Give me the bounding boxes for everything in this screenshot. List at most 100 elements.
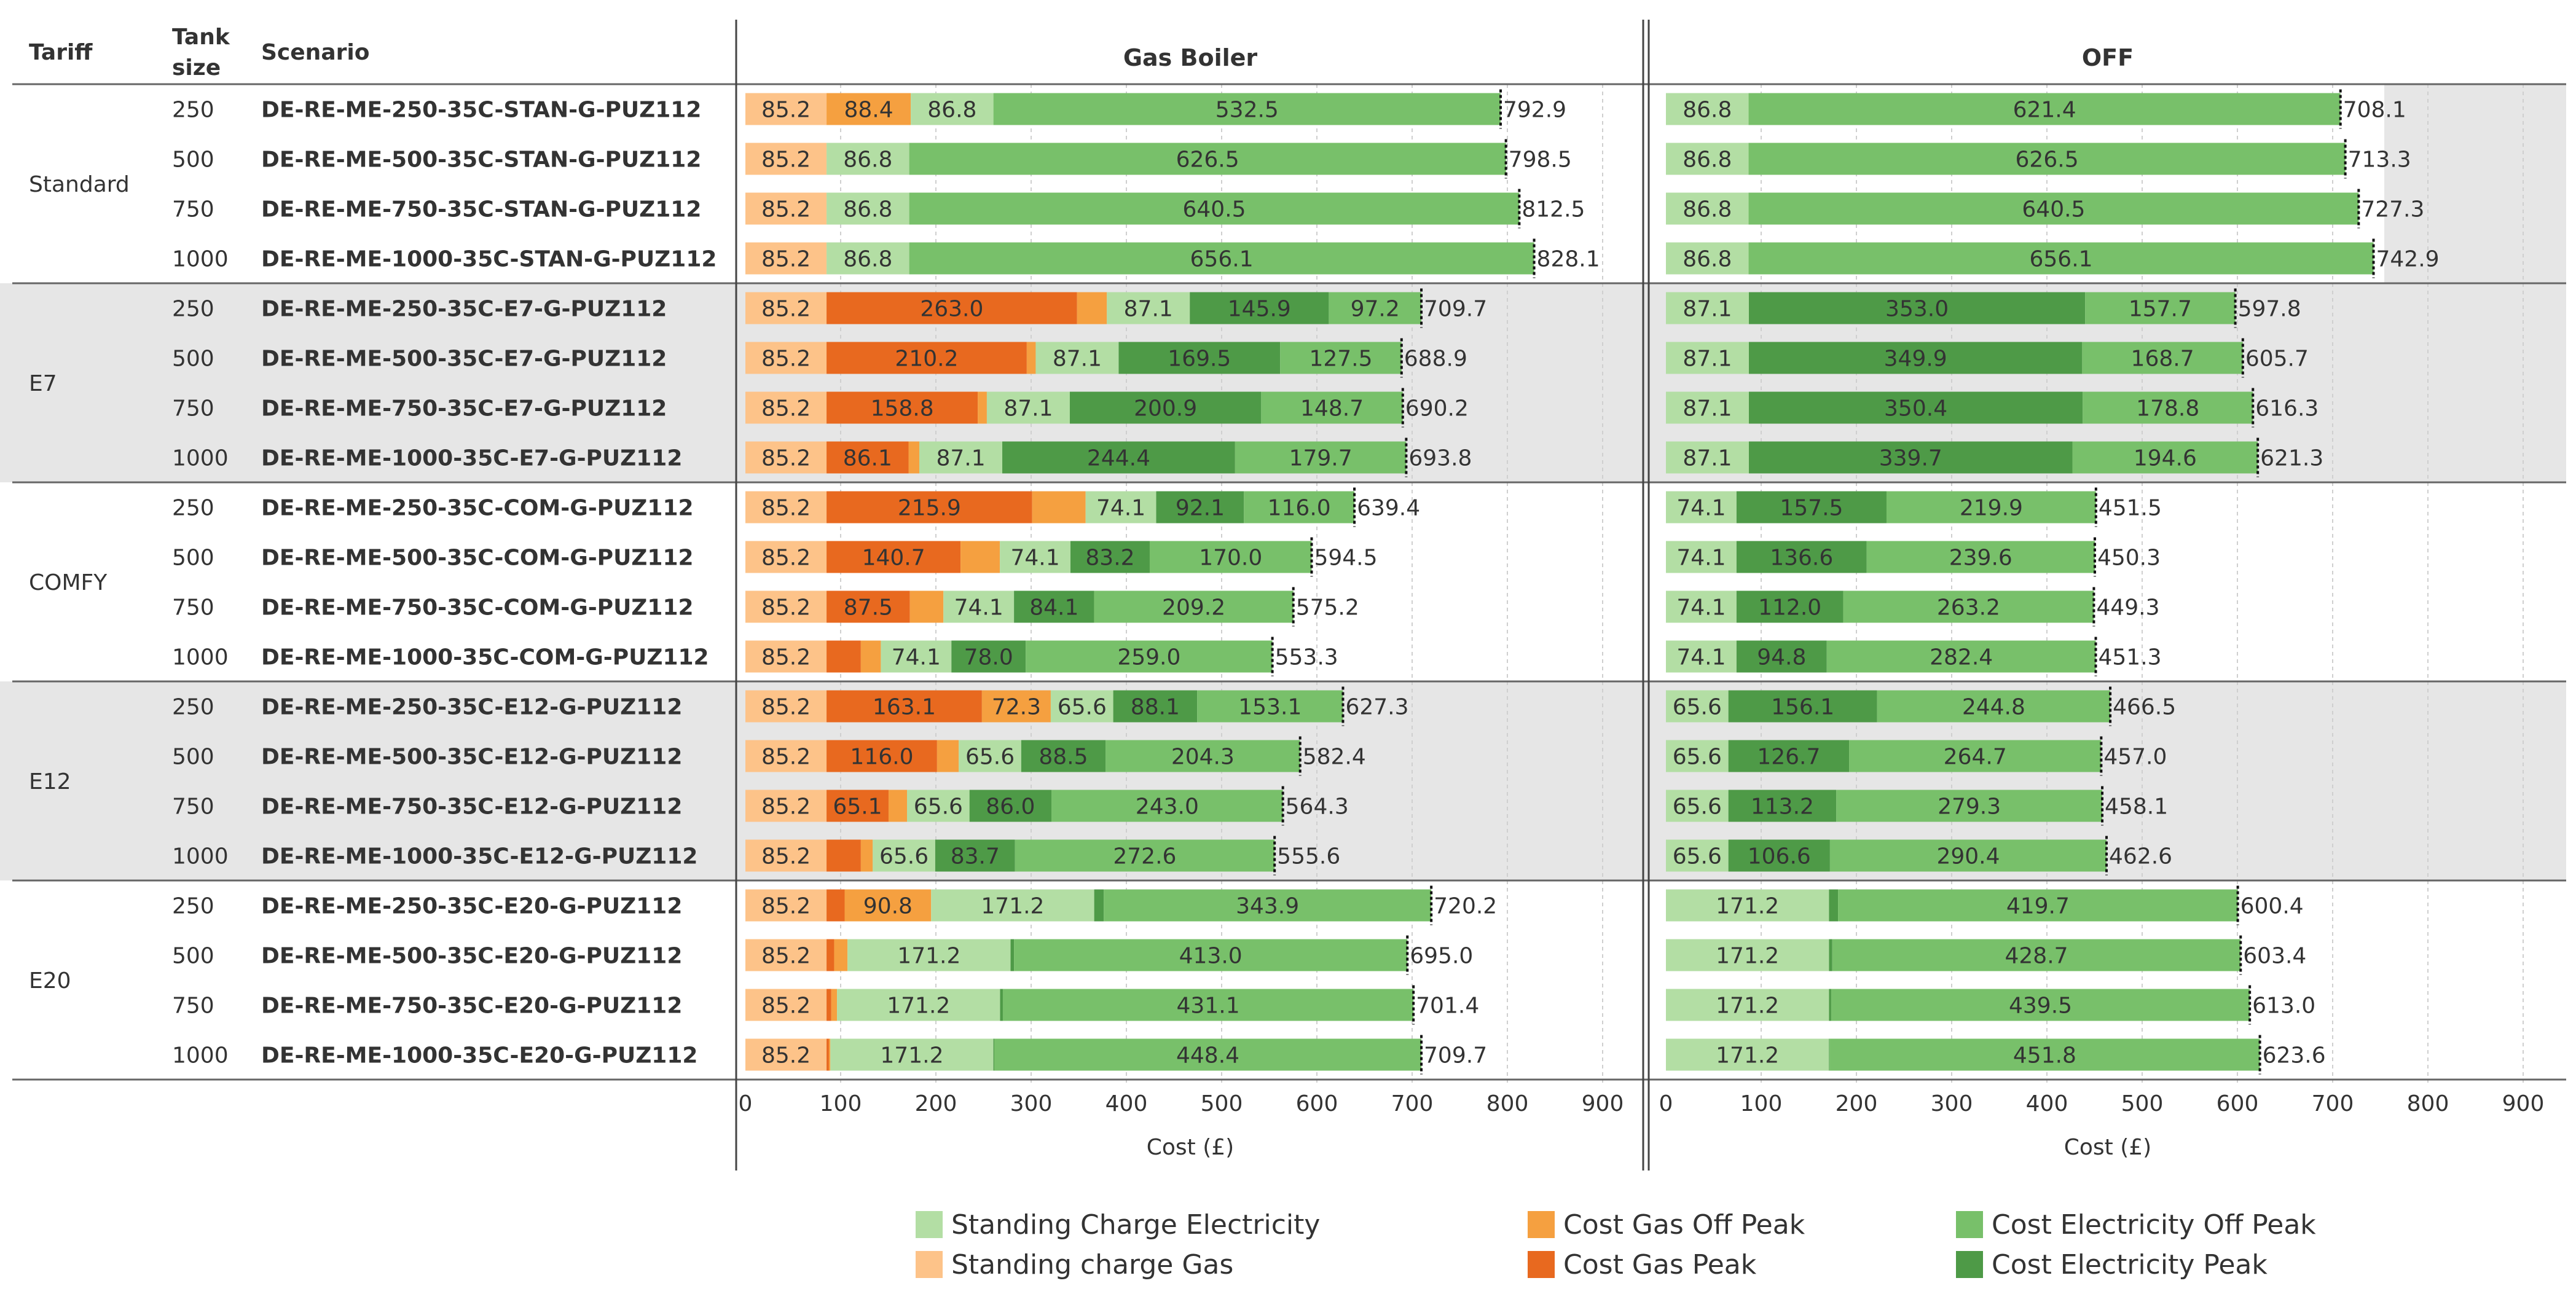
bar-segment-scg	[745, 143, 827, 175]
tick-label: 500	[2121, 1091, 2164, 1116]
bar-segment-ep	[1736, 541, 1867, 573]
bar-segment-sce	[959, 740, 1021, 772]
data-label: 626.5	[1176, 147, 1239, 173]
tank-size-label: 1000	[172, 645, 229, 670]
bar-segment-eop	[2083, 391, 2253, 424]
bar-segment-eop	[1748, 192, 2359, 225]
total-label: 450.3	[2097, 546, 2161, 571]
tick-label: 0	[1659, 1091, 1673, 1116]
scenario-label: DE-RE-ME-1000-35C-E12-G-PUZ112	[261, 844, 697, 869]
data-label: 65.6	[965, 745, 1015, 770]
total-label: 812.5	[1522, 197, 1585, 222]
data-label: 94.8	[1757, 645, 1806, 670]
total-label: 555.6	[1277, 844, 1340, 869]
bar-segment-scg	[745, 491, 827, 523]
tank-size-label: 1000	[172, 247, 229, 272]
bar-segment-gp	[827, 690, 982, 723]
bar-segment-sce	[943, 590, 1015, 623]
bar-segment-sce	[1666, 292, 1749, 324]
bar-segment-gop	[827, 93, 911, 125]
data-label: 65.6	[1058, 695, 1107, 720]
bar-segment-eop	[1849, 740, 2102, 772]
bar-segment-ep	[1094, 889, 1104, 922]
tick-label: 600	[1296, 1091, 1338, 1116]
bar-segment-ep	[1749, 342, 2083, 374]
data-label: 86.8	[843, 197, 892, 222]
data-label: 88.1	[1131, 695, 1180, 720]
bar-segment-sce	[847, 939, 1011, 971]
total-label: 792.9	[1503, 98, 1566, 123]
tariff-label: COMFY	[29, 570, 108, 595]
bar-segment-eop	[1014, 939, 1408, 971]
data-label: 113.2	[1751, 794, 1814, 820]
tank-size-label: 750	[172, 197, 214, 222]
bar-segment-sce	[986, 391, 1070, 424]
bar-segment-eop	[1026, 640, 1273, 673]
total-label: 708.1	[2343, 98, 2406, 123]
data-label: 78.0	[964, 645, 1013, 670]
bar-segment-sce	[830, 1038, 994, 1071]
bar-segment-eop	[1838, 889, 2238, 922]
bar-segment-gp	[827, 541, 961, 573]
data-label: 86.8	[1683, 147, 1732, 173]
total-label: 613.0	[2252, 994, 2315, 1019]
bar-segment-sce	[1035, 342, 1119, 374]
data-label: 656.1	[2029, 247, 2092, 272]
tank-size-label: 250	[172, 98, 214, 123]
data-label: 85.2	[761, 695, 811, 720]
bar-segment-ep	[1829, 939, 1832, 971]
total-label: 639.4	[1357, 496, 1420, 521]
data-label: 290.4	[1936, 844, 2000, 869]
bar-segment-eop	[1051, 790, 1283, 822]
tank-size-label: 500	[172, 147, 214, 173]
tick-label: 500	[1201, 1091, 1243, 1116]
bar-segment-eop	[2082, 342, 2243, 374]
bar-segment-eop	[1829, 839, 2107, 872]
data-label: 179.7	[1289, 446, 1353, 471]
legend-swatch-sce	[916, 1211, 943, 1238]
legend-label: Cost Gas Peak	[1563, 1249, 1757, 1280]
bar-segment-gp	[827, 790, 889, 822]
scenario-label: DE-RE-ME-1000-35C-E20-G-PUZ112	[261, 1043, 697, 1069]
bar-segment-sce	[1050, 690, 1113, 723]
tank-size-label: 750	[172, 794, 214, 820]
bar-segment-scg	[745, 93, 827, 125]
scenario-label: DE-RE-ME-1000-35C-E7-G-PUZ112	[261, 446, 682, 471]
data-label: 85.2	[761, 1043, 811, 1069]
data-label: 74.1	[1096, 496, 1145, 521]
tick-label: 100	[1740, 1091, 1783, 1116]
data-label: 171.2	[887, 994, 950, 1019]
data-label: 74.1	[954, 595, 1003, 621]
bar-segment-gop	[1032, 491, 1086, 523]
data-label: 656.1	[1190, 247, 1254, 272]
bar-segment-gop	[937, 740, 959, 772]
tick-label: 100	[820, 1091, 862, 1116]
data-label: 106.6	[1748, 844, 1811, 869]
data-label: 145.9	[1228, 297, 1291, 322]
data-label: 431.1	[1177, 994, 1240, 1019]
tick-label: 800	[2407, 1091, 2449, 1116]
total-label: 458.1	[2105, 794, 2168, 820]
scenario-label: DE-RE-ME-500-35C-E20-G-PUZ112	[261, 944, 682, 969]
legend-label: Standing Charge Electricity	[951, 1209, 1320, 1241]
tariff-label: E7	[29, 371, 57, 396]
data-label: 339.7	[1879, 446, 1942, 471]
total-label: 605.7	[2245, 347, 2309, 372]
data-label: 244.8	[1962, 695, 2025, 720]
bar-segment-ep	[1736, 590, 1844, 623]
data-label: 85.2	[761, 994, 811, 1019]
bar-segment-sce	[1666, 342, 1749, 374]
total-label: 597.8	[2238, 297, 2301, 322]
bar-segment-sce	[1666, 839, 1729, 872]
bar-segment-scg	[745, 192, 827, 225]
bar-segment-eop	[1329, 292, 1422, 324]
data-label: 243.0	[1136, 794, 1199, 820]
header-tank: Tank	[172, 25, 230, 50]
tick-label: 900	[1582, 1091, 1624, 1116]
data-label: 439.5	[2009, 994, 2072, 1019]
bar-segment-eop	[1877, 690, 2111, 723]
data-label: 349.9	[1884, 347, 1947, 372]
tick-label: 200	[1836, 1091, 1878, 1116]
tank-size-label: 750	[172, 396, 214, 422]
scenario-label: DE-RE-ME-250-35C-STAN-G-PUZ112	[261, 98, 701, 123]
